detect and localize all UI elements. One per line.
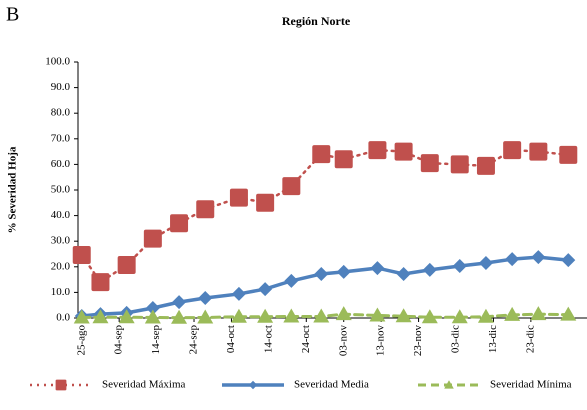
marker-square — [117, 256, 136, 275]
x-tick-label: 13-dic — [487, 325, 499, 353]
x-tick-label: 23-nov — [412, 325, 424, 357]
marker-triangle — [395, 308, 412, 323]
marker-triangle — [530, 306, 547, 321]
marker-diamond — [452, 259, 467, 274]
marker-square — [476, 156, 495, 175]
x-tick-label: 03-dic — [450, 325, 462, 353]
marker-triangle — [477, 308, 494, 323]
x-tick-label: 13-nov — [375, 325, 387, 357]
marker-diamond — [258, 282, 273, 297]
x-tick-label: 24-oct — [300, 325, 312, 353]
marker-square — [196, 200, 215, 219]
x-tick-label: 04-sep — [113, 325, 125, 355]
marker-diamond — [231, 286, 246, 301]
marker-square — [334, 150, 353, 169]
marker-diamond — [396, 266, 411, 281]
y-tick-label: 0.0 — [56, 312, 70, 324]
marker-triangle — [144, 309, 161, 324]
legend-label: Severidad Máxima — [102, 379, 186, 391]
marker-diamond — [336, 264, 351, 279]
marker-triangle — [421, 309, 438, 324]
panel-label: B — [6, 4, 19, 26]
marker-square — [312, 145, 331, 164]
y-tick-label: 40.0 — [51, 209, 71, 221]
marker-triangle — [369, 307, 386, 322]
marker-triangle — [73, 309, 90, 324]
marker-square — [559, 145, 578, 164]
marker-diamond — [561, 253, 576, 268]
marker-square — [503, 141, 522, 160]
marker-triangle — [92, 309, 109, 324]
marker-triangle — [444, 380, 454, 389]
marker-square — [256, 193, 275, 212]
y-tick-label: 80.0 — [51, 107, 71, 119]
y-tick-label: 50.0 — [51, 184, 71, 196]
marker-diamond — [478, 255, 493, 270]
marker-square — [450, 155, 469, 174]
x-tick-label: 14-sep — [150, 325, 162, 355]
marker-diamond — [422, 262, 437, 277]
x-tick-label: 25-ago — [75, 325, 87, 356]
legend-label: Severidad Mínima — [490, 379, 572, 391]
marker-square — [282, 177, 301, 196]
x-tick-label: 23-dic — [524, 325, 536, 353]
marker-square — [394, 142, 413, 161]
marker-triangle — [230, 308, 247, 323]
marker-diamond — [172, 295, 187, 310]
marker-diamond — [505, 252, 520, 267]
x-tick-label: 04-oct — [225, 325, 237, 353]
marker-diamond — [314, 266, 329, 281]
marker-square — [143, 229, 162, 248]
marker-square — [91, 273, 110, 292]
y-tick-label: 90.0 — [51, 81, 71, 93]
marker-square — [529, 142, 548, 161]
chart-title: Región Norte — [282, 14, 351, 28]
marker-square — [170, 214, 189, 233]
marker-diamond — [284, 273, 299, 288]
y-tick-label: 10.0 — [51, 286, 71, 298]
marker-triangle — [171, 309, 188, 324]
marker-triangle — [560, 306, 577, 321]
x-tick-label: 24-sep — [188, 325, 200, 355]
marker-diamond — [531, 250, 546, 265]
y-tick-label: 70.0 — [51, 132, 71, 144]
marker-triangle — [283, 308, 300, 323]
marker-diamond — [198, 291, 213, 306]
y-tick-label: 60.0 — [51, 158, 71, 170]
x-tick-label: 14-oct — [262, 325, 274, 353]
marker-triangle — [313, 308, 330, 323]
marker-triangle — [197, 309, 214, 324]
marker-triangle — [335, 306, 352, 321]
marker-diamond — [248, 380, 258, 390]
marker-square — [420, 154, 439, 173]
marker-square — [72, 246, 91, 265]
marker-square — [368, 141, 387, 160]
y-tick-label: 20.0 — [51, 260, 71, 272]
marker-diamond — [370, 261, 385, 276]
marker-triangle — [451, 309, 468, 324]
marker-diamond — [145, 301, 160, 316]
x-tick-label: 03-nov — [337, 325, 349, 357]
y-axis-label: % Severidad Hoja — [7, 146, 19, 233]
y-tick-label: 100.0 — [45, 56, 70, 68]
marker-square — [229, 188, 248, 207]
marker-triangle — [257, 308, 274, 323]
legend-label: Severidad Media — [294, 379, 369, 391]
marker-triangle — [504, 306, 521, 321]
y-tick-label: 30.0 — [51, 235, 71, 247]
marker-triangle — [118, 309, 135, 324]
marker-square — [55, 379, 67, 391]
